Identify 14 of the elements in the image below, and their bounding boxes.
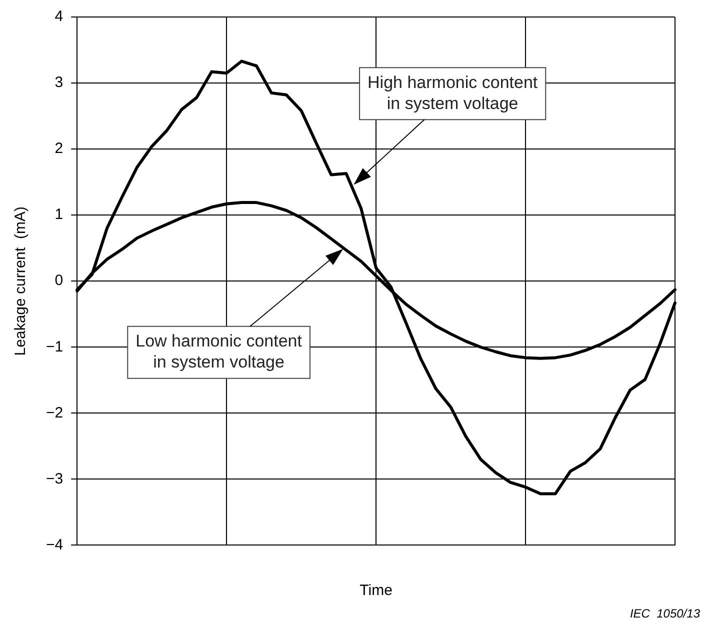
y-tick-label: 3 [54, 74, 64, 92]
annotation: Low harmonic content in system voltage [136, 332, 302, 372]
y-tick-label: −2 [46, 404, 64, 422]
y-tick-label: 2 [54, 140, 64, 158]
y-tick-label: −3 [46, 470, 64, 488]
text: IEC 1050/13 [630, 606, 700, 620]
y-tick-label: 4 [54, 8, 64, 26]
x-axis-title: Time [360, 582, 392, 600]
annotation: High harmonic content in system voltage [368, 72, 538, 113]
y-tick-label: −4 [46, 536, 64, 554]
y-tick-label: −1 [46, 338, 64, 356]
y-axis-title: Leakage current (mA) [12, 206, 30, 356]
y-tick-label: 0 [54, 272, 64, 290]
y-tick-label: 1 [54, 206, 64, 224]
